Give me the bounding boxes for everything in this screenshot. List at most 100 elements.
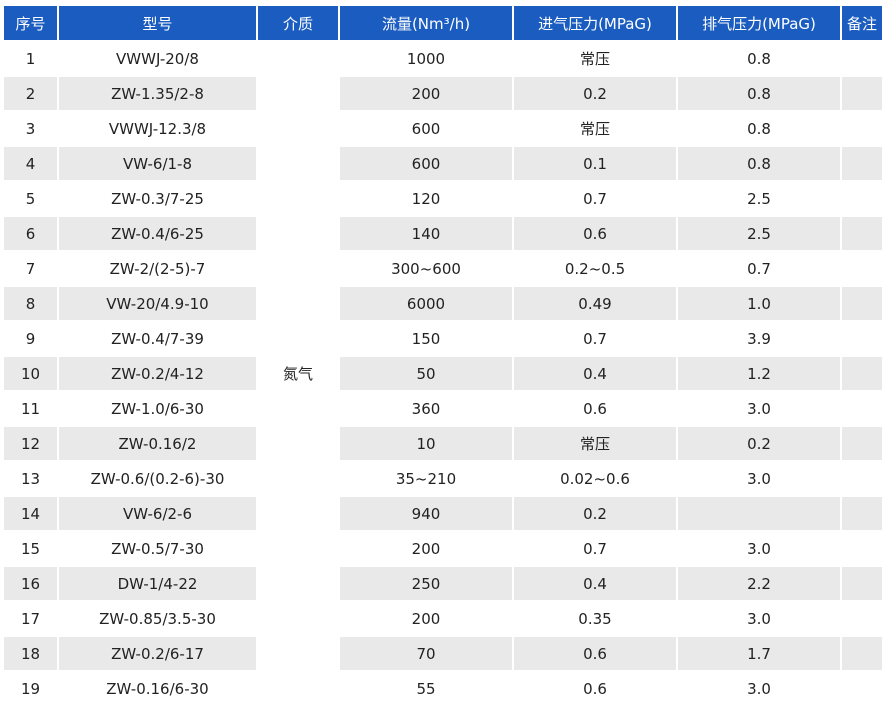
table-row: 5 ZW-0.3/7-25 120 0.7 2.5	[4, 182, 882, 215]
cell-inlet-pressure: 0.2	[514, 497, 676, 530]
cell-note	[842, 112, 882, 145]
table-row: 10 ZW-0.2/4-12 50 0.4 1.2	[4, 357, 882, 390]
cell-model: ZW-0.4/6-25	[59, 217, 256, 250]
cell-model: ZW-1.35/2-8	[59, 77, 256, 110]
cell-no: 13	[4, 462, 57, 495]
cell-outlet-pressure: 3.0	[678, 462, 840, 495]
cell-note	[842, 672, 882, 705]
cell-inlet-pressure: 常压	[514, 427, 676, 460]
cell-no: 16	[4, 567, 57, 600]
cell-note	[842, 287, 882, 320]
cell-note	[842, 357, 882, 390]
cell-outlet-pressure: 0.8	[678, 112, 840, 145]
cell-no: 7	[4, 252, 57, 285]
cell-note	[842, 147, 882, 180]
cell-flow: 940	[340, 497, 512, 530]
table-row: 16 DW-1/4-22 250 0.4 2.2	[4, 567, 882, 600]
cell-model: ZW-0.6/(0.2-6)-30	[59, 462, 256, 495]
header-flow: 流量(Nm³/h)	[340, 6, 512, 40]
cell-flow: 55	[340, 672, 512, 705]
table-row: 3 VWWJ-12.3/8 600 常压 0.8	[4, 112, 882, 145]
table-container: 序号 型号 介质 流量(Nm³/h) 进气压力(MPaG) 排气压力(MPaG)…	[2, 4, 884, 707]
table-row: 6 ZW-0.4/6-25 140 0.6 2.5	[4, 217, 882, 250]
header-no: 序号	[4, 6, 57, 40]
cell-flow: 600	[340, 112, 512, 145]
cell-outlet-pressure: 2.5	[678, 217, 840, 250]
cell-no: 6	[4, 217, 57, 250]
cell-outlet-pressure	[678, 497, 840, 530]
table-row: 15 ZW-0.5/7-30 200 0.7 3.0	[4, 532, 882, 565]
cell-flow: 10	[340, 427, 512, 460]
cell-flow: 150	[340, 322, 512, 355]
cell-no: 10	[4, 357, 57, 390]
cell-note	[842, 252, 882, 285]
cell-outlet-pressure: 0.8	[678, 147, 840, 180]
cell-model: ZW-0.4/7-39	[59, 322, 256, 355]
cell-no: 12	[4, 427, 57, 460]
table-row: 11 ZW-1.0/6-30 360 0.6 3.0	[4, 392, 882, 425]
cell-inlet-pressure: 常压	[514, 42, 676, 75]
table-body: 1 VWWJ-20/8 氮气 1000 常压 0.8 2 ZW-1.35/2-8 200 0.2 0…	[4, 42, 882, 705]
cell-no: 4	[4, 147, 57, 180]
cell-flow: 120	[340, 182, 512, 215]
cell-inlet-pressure: 0.6	[514, 392, 676, 425]
cell-no: 8	[4, 287, 57, 320]
cell-flow: 200	[340, 77, 512, 110]
cell-no: 1	[4, 42, 57, 75]
cell-medium: 氮气	[258, 42, 338, 705]
cell-flow: 300~600	[340, 252, 512, 285]
cell-note	[842, 567, 882, 600]
cell-model: VWWJ-12.3/8	[59, 112, 256, 145]
table-row: 18 ZW-0.2/6-17 70 0.6 1.7	[4, 637, 882, 670]
cell-flow: 35~210	[340, 462, 512, 495]
cell-model: ZW-0.5/7-30	[59, 532, 256, 565]
cell-model: VW-20/4.9-10	[59, 287, 256, 320]
cell-inlet-pressure: 0.4	[514, 357, 676, 390]
cell-note	[842, 182, 882, 215]
table-row: 1 VWWJ-20/8 氮气 1000 常压 0.8	[4, 42, 882, 705]
table-row: 17 ZW-0.85/3.5-30 200 0.35 3.0	[4, 602, 882, 635]
table-row: 8 VW-20/4.9-10 6000 0.49 1.0	[4, 287, 882, 320]
cell-outlet-pressure: 1.2	[678, 357, 840, 390]
cell-flow: 70	[340, 637, 512, 670]
cell-outlet-pressure: 1.7	[678, 637, 840, 670]
cell-flow: 140	[340, 217, 512, 250]
cell-no: 14	[4, 497, 57, 530]
header-note: 备注	[842, 6, 882, 40]
table-row: 2 ZW-1.35/2-8 200 0.2 0.8	[4, 77, 882, 110]
cell-no: 11	[4, 392, 57, 425]
cell-inlet-pressure: 0.49	[514, 287, 676, 320]
cell-outlet-pressure: 3.0	[678, 532, 840, 565]
cell-outlet-pressure: 1.0	[678, 287, 840, 320]
compressor-spec-table: 序号 型号 介质 流量(Nm³/h) 进气压力(MPaG) 排气压力(MPaG)…	[2, 4, 884, 707]
cell-model: VW-6/2-6	[59, 497, 256, 530]
cell-outlet-pressure: 2.2	[678, 567, 840, 600]
cell-inlet-pressure: 0.2~0.5	[514, 252, 676, 285]
table-row: 19 ZW-0.16/6-30 55 0.6 3.0	[4, 672, 882, 705]
cell-note	[842, 322, 882, 355]
cell-inlet-pressure: 0.35	[514, 602, 676, 635]
cell-no: 5	[4, 182, 57, 215]
cell-flow: 6000	[340, 287, 512, 320]
cell-outlet-pressure: 0.2	[678, 427, 840, 460]
cell-inlet-pressure: 0.7	[514, 322, 676, 355]
cell-model: ZW-0.16/6-30	[59, 672, 256, 705]
cell-outlet-pressure: 0.8	[678, 42, 840, 75]
header-row: 序号 型号 介质 流量(Nm³/h) 进气压力(MPaG) 排气压力(MPaG)…	[4, 6, 882, 40]
cell-no: 18	[4, 637, 57, 670]
header-inlet-pressure: 进气压力(MPaG)	[514, 6, 676, 40]
table-row: 7 ZW-2/(2-5)-7 300~600 0.2~0.5 0.7	[4, 252, 882, 285]
cell-outlet-pressure: 3.0	[678, 602, 840, 635]
cell-model: ZW-0.85/3.5-30	[59, 602, 256, 635]
cell-model: DW-1/4-22	[59, 567, 256, 600]
cell-note	[842, 497, 882, 530]
cell-outlet-pressure: 0.7	[678, 252, 840, 285]
cell-note	[842, 532, 882, 565]
cell-model: ZW-0.2/6-17	[59, 637, 256, 670]
table-row: 14 VW-6/2-6 940 0.2	[4, 497, 882, 530]
table-row: 12 ZW-0.16/2 10 常压 0.2	[4, 427, 882, 460]
cell-inlet-pressure: 0.2	[514, 77, 676, 110]
cell-flow: 50	[340, 357, 512, 390]
cell-note	[842, 602, 882, 635]
cell-flow: 360	[340, 392, 512, 425]
